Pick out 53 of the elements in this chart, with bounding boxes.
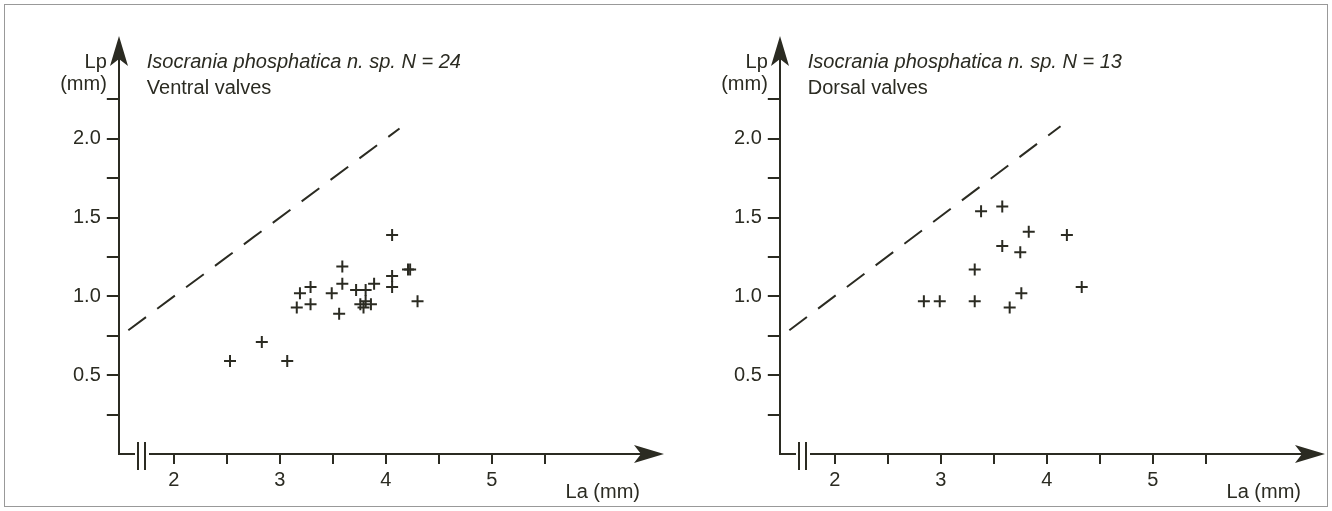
point: [303, 297, 318, 312]
x-tick-label: 5: [1147, 467, 1159, 490]
x-tick-label: 2: [829, 467, 841, 490]
y-axis-title: Lp (mm): [721, 50, 768, 94]
point: [995, 199, 1010, 214]
point: [967, 294, 982, 309]
x-tick-label: 3: [935, 467, 947, 490]
x-tick-label: 4: [1041, 467, 1053, 490]
y-tick-label: 1.5: [733, 205, 762, 228]
point: [1074, 279, 1089, 294]
point: [385, 279, 400, 294]
point: [292, 286, 307, 301]
point: [223, 354, 238, 369]
point: [1059, 227, 1074, 242]
x-axis-title: La (mm): [565, 480, 640, 502]
point: [1021, 224, 1036, 239]
point: [335, 276, 350, 291]
chart-title: Isocrania phosphatica n. sp. N = 13: [807, 50, 1122, 72]
point: [974, 204, 989, 219]
x-axis-title: La (mm): [1226, 480, 1301, 502]
point: [916, 294, 931, 309]
point: [1013, 245, 1028, 260]
point: [335, 259, 350, 274]
point: [410, 294, 425, 309]
text: Ventral valves: [146, 76, 272, 98]
x-tick-label: 3: [274, 467, 286, 490]
y-axis-title: Lp (mm): [60, 50, 107, 94]
point: [1002, 300, 1017, 315]
point: [367, 276, 382, 291]
point: [385, 227, 400, 242]
point: [289, 300, 304, 315]
x-tick-label: 5: [486, 467, 498, 490]
x-tick-label: 2: [168, 467, 180, 490]
point: [332, 306, 347, 321]
y-tick-label: 1.0: [72, 283, 101, 306]
y-tick-label: 1.0: [733, 283, 762, 306]
y-tick-label: 2.0: [72, 126, 101, 149]
point: [995, 238, 1010, 253]
point: [303, 279, 318, 294]
point: [932, 294, 947, 309]
point: [1014, 286, 1029, 301]
point: [967, 262, 982, 277]
y-tick-label: 1.5: [72, 205, 101, 228]
y-tick-label: 0.5: [72, 362, 101, 385]
point: [280, 354, 295, 369]
point: [254, 335, 269, 350]
text: Dorsal valves: [807, 76, 928, 98]
y-tick-label: 0.5: [733, 362, 762, 385]
x-tick-label: 4: [380, 467, 392, 490]
y-tick-label: 2.0: [733, 126, 762, 149]
point: [324, 286, 339, 301]
point: [385, 268, 400, 283]
chart-title: Isocrania phosphatica n. sp. N = 24: [146, 50, 461, 72]
